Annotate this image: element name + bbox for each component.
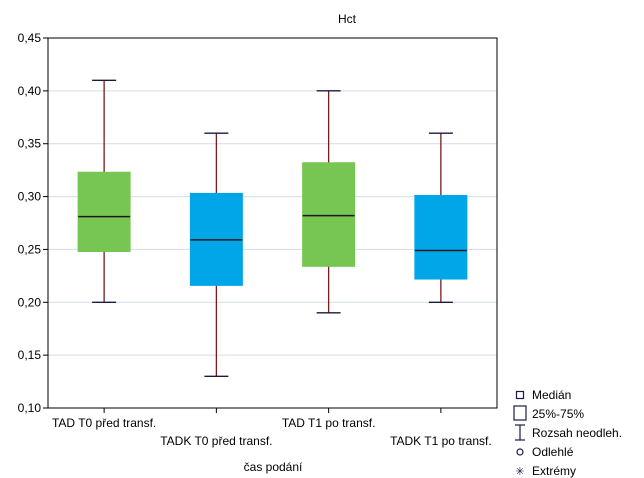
legend-label: Rozsah neodleh. (532, 426, 622, 440)
legend-label: 25%-75% (532, 407, 584, 421)
iqr-box (302, 162, 356, 267)
x-category-label: TADK T1 po transf. (390, 434, 492, 448)
legend-label: Extrémy (532, 464, 576, 478)
y-tick-label: 0,25 (18, 242, 42, 256)
y-axis: 0,10 0,15 0,20 0,25 0,30 0,35 0,40 0,45 (18, 31, 48, 415)
iqr-box (414, 195, 468, 280)
iqr-legend-icon (513, 405, 527, 421)
chart-title: Hct (338, 12, 357, 26)
iqr-box (77, 171, 131, 253)
legend-label: Odlehlé (532, 445, 574, 459)
y-tick-label: 0,35 (18, 137, 42, 151)
y-tick-label: 0,40 (18, 84, 42, 98)
x-axis-label: čas podání (244, 460, 303, 474)
legend: Medián 25%-75% Rozsah neodleh. Odlehlé ✳ Extr… (513, 388, 622, 478)
extreme-legend-icon: ✳ (515, 466, 524, 478)
box-series (77, 79, 468, 377)
y-tick-label: 0,20 (18, 295, 42, 309)
y-tick-label: 0,45 (18, 31, 42, 45)
median-legend-icon (515, 390, 525, 400)
x-category-label: TADK T0 před transf. (160, 434, 272, 448)
y-tick-label: 0,15 (18, 348, 42, 362)
x-axis: TAD T0 před transf. TADK T0 před transf. T… (52, 408, 492, 448)
plot-frame (47, 37, 498, 409)
y-tick-label: 0,30 (18, 190, 42, 204)
box-plot-item (189, 132, 243, 377)
box-plot-item (302, 90, 356, 314)
x-category-label: TAD T1 po transf. (282, 416, 376, 430)
box-plot-item (414, 132, 468, 303)
x-category-label: TAD T0 před transf. (52, 416, 156, 430)
outlier-legend-icon (516, 448, 524, 456)
y-tick-label: 0,10 (18, 401, 42, 415)
legend-label: Medián (532, 388, 571, 402)
box-plot-item (77, 79, 131, 303)
